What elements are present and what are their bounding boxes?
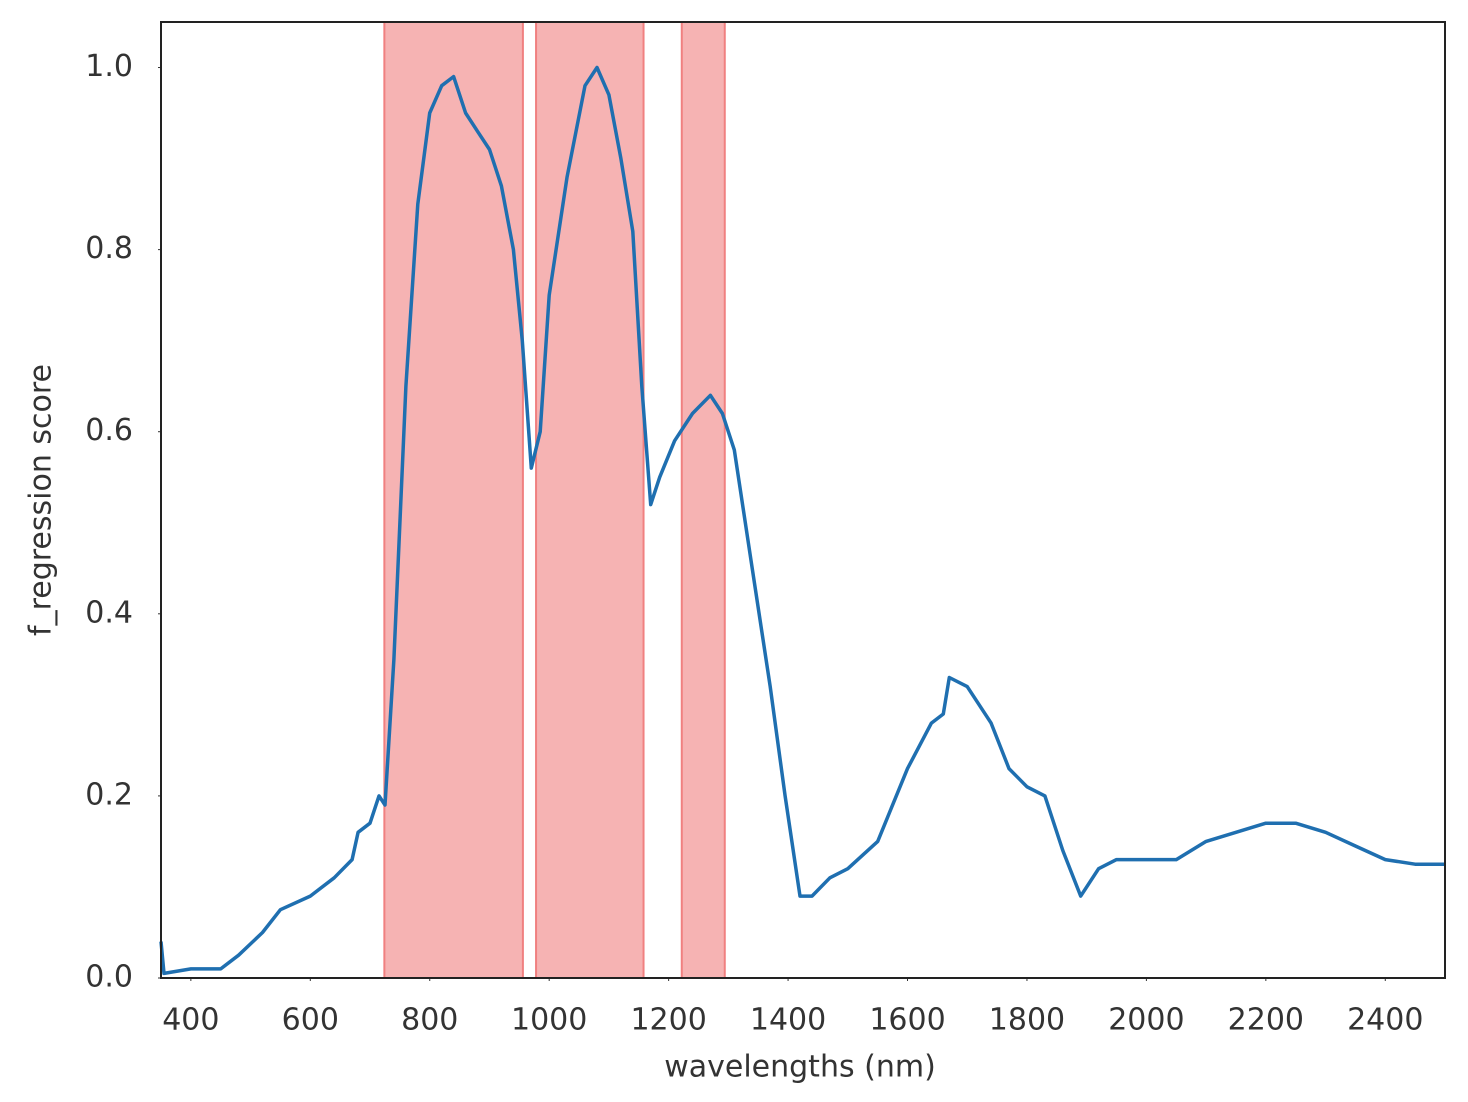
plot-frame [160, 21, 1446, 979]
x-tick-label: 2000 [1108, 1003, 1184, 1038]
x-axis-label: wavelengths (nm) [664, 1050, 936, 1085]
highlight-span [680, 21, 726, 979]
y-tick-label: 0.8 [85, 231, 133, 266]
y-tick-label: 0.2 [85, 777, 133, 812]
y-tick-label: 0.4 [85, 595, 133, 630]
data-line [159, 65, 1445, 976]
y-tick-label: 0.0 [85, 960, 133, 995]
x-tick-label: 1400 [750, 1003, 826, 1038]
y-axis-label: f_regression score [24, 364, 59, 636]
x-tick-label: 400 [162, 1003, 219, 1038]
y-tick-label: 0.6 [85, 413, 133, 448]
x-tick-label: 1800 [989, 1003, 1065, 1038]
highlight-span [535, 21, 645, 979]
x-tick-label: 1200 [630, 1003, 706, 1038]
y-tick-label: 1.0 [85, 49, 133, 84]
x-tick-label: 1000 [511, 1003, 587, 1038]
x-tick-label: 600 [282, 1003, 339, 1038]
x-tick-label: 2200 [1228, 1003, 1304, 1038]
x-tick-label: 2400 [1347, 1003, 1423, 1038]
x-tick-label: 1600 [869, 1003, 945, 1038]
highlight-span [383, 21, 524, 979]
x-tick-label: 800 [401, 1003, 458, 1038]
